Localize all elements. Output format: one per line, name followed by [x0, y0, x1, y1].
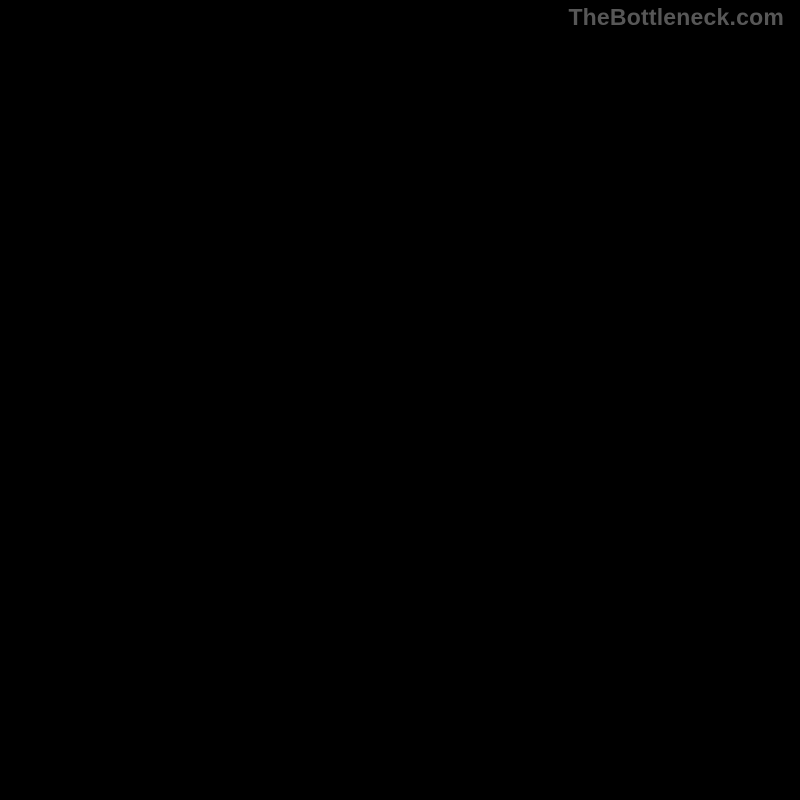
outer-frame	[0, 0, 800, 800]
watermark-text: TheBottleneck.com	[568, 4, 784, 31]
